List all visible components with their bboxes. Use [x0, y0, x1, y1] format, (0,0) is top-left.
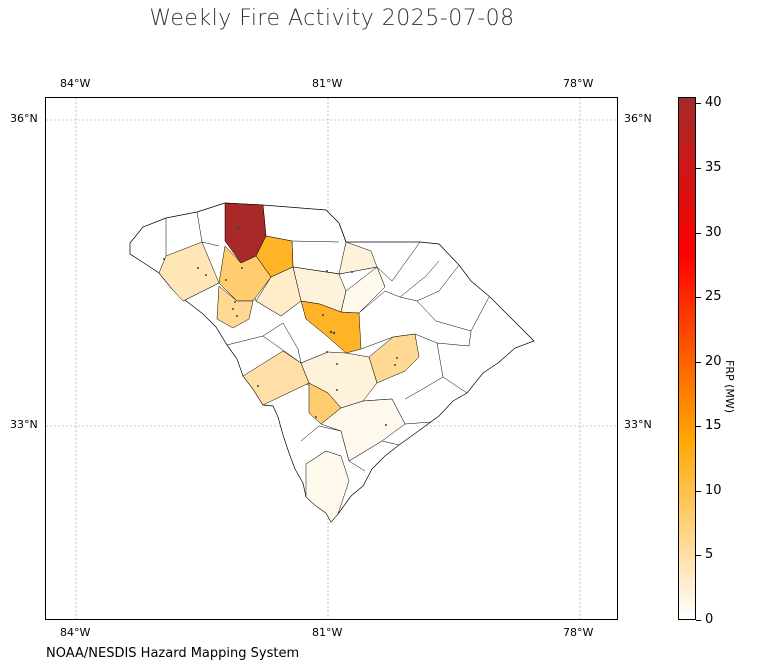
- lat-tick-right-36: 36°N: [624, 112, 652, 125]
- fire-detections: [163, 225, 398, 426]
- colorbar-tick-label: 35: [705, 160, 722, 176]
- colorbar-tick-label: 40: [705, 95, 722, 111]
- fire-point: [197, 267, 199, 269]
- lat-tick-left-33: 33°N: [10, 418, 38, 431]
- lat-tick-left-36: 36°N: [10, 112, 38, 125]
- colorbar-tick-label: 15: [705, 418, 722, 434]
- fire-point: [236, 315, 238, 317]
- colorbar-tick-mark: [696, 620, 701, 621]
- colorbar: [678, 97, 696, 620]
- county-fill: [158, 241, 220, 302]
- county-fill: [255, 266, 302, 317]
- data-source-credit: NOAA/NESDIS Hazard Mapping System: [46, 646, 300, 661]
- fire-point: [236, 225, 240, 229]
- fire-point: [336, 363, 338, 365]
- lon-tick-bottom-84: 84°W: [60, 626, 91, 639]
- colorbar-tick-mark: [696, 103, 701, 105]
- colorbar-label: FRP (MW): [723, 360, 736, 414]
- lon-tick-bottom-81: 81°W: [312, 626, 343, 639]
- colorbar-tick-mark: [696, 168, 701, 170]
- fire-point: [336, 389, 338, 391]
- county-fills: [158, 202, 420, 523]
- fire-point: [396, 357, 398, 359]
- map-title: Weekly Fire Activity 2025-07-08: [149, 6, 515, 31]
- fire-point: [234, 301, 236, 303]
- colorbar-tick-label: 5: [705, 547, 714, 563]
- fire-point: [332, 331, 336, 335]
- colorbar-tick-label: 10: [705, 482, 722, 498]
- colorbar-tick-mark: [696, 490, 701, 492]
- colorbar-tick-label: 25: [705, 289, 722, 305]
- fire-point: [315, 416, 317, 418]
- colorbar-tick-label: 30: [705, 224, 722, 240]
- fire-point: [205, 274, 207, 276]
- fire-point: [326, 351, 328, 353]
- fire-point: [163, 258, 165, 260]
- county-fill: [216, 285, 254, 329]
- lon-tick-top-84: 84°W: [60, 77, 91, 90]
- fire-point: [385, 424, 387, 426]
- fire-point: [322, 314, 324, 316]
- county-fill: [305, 450, 350, 523]
- county-fill: [300, 351, 378, 409]
- fire-point: [232, 308, 234, 310]
- county-fill: [320, 398, 406, 462]
- colorbar-tick-label: 0: [705, 612, 714, 627]
- fire-point: [329, 330, 333, 334]
- lon-tick-top-78: 78°W: [563, 77, 594, 90]
- lon-tick-top-81: 81°W: [312, 77, 343, 90]
- fire-point: [257, 385, 259, 387]
- colorbar-tick-mark: [696, 555, 701, 557]
- colorbar-tick-mark: [696, 297, 701, 299]
- colorbar-tick-mark: [696, 426, 701, 428]
- fire-point: [241, 267, 243, 269]
- colorbar-tick-mark: [696, 232, 701, 234]
- county-fill: [218, 245, 272, 302]
- fire-point: [394, 364, 396, 366]
- fire-point: [326, 270, 328, 272]
- map-canvas: [46, 98, 617, 619]
- colorbar-tick-label: 20: [705, 353, 722, 369]
- lon-tick-bottom-78: 78°W: [563, 626, 594, 639]
- fire-point: [351, 271, 353, 273]
- fire-point: [225, 279, 227, 281]
- lat-tick-right-33: 33°N: [624, 418, 652, 431]
- map-frame[interactable]: [45, 97, 618, 620]
- county-fill: [340, 266, 386, 314]
- colorbar-tick-mark: [696, 361, 701, 363]
